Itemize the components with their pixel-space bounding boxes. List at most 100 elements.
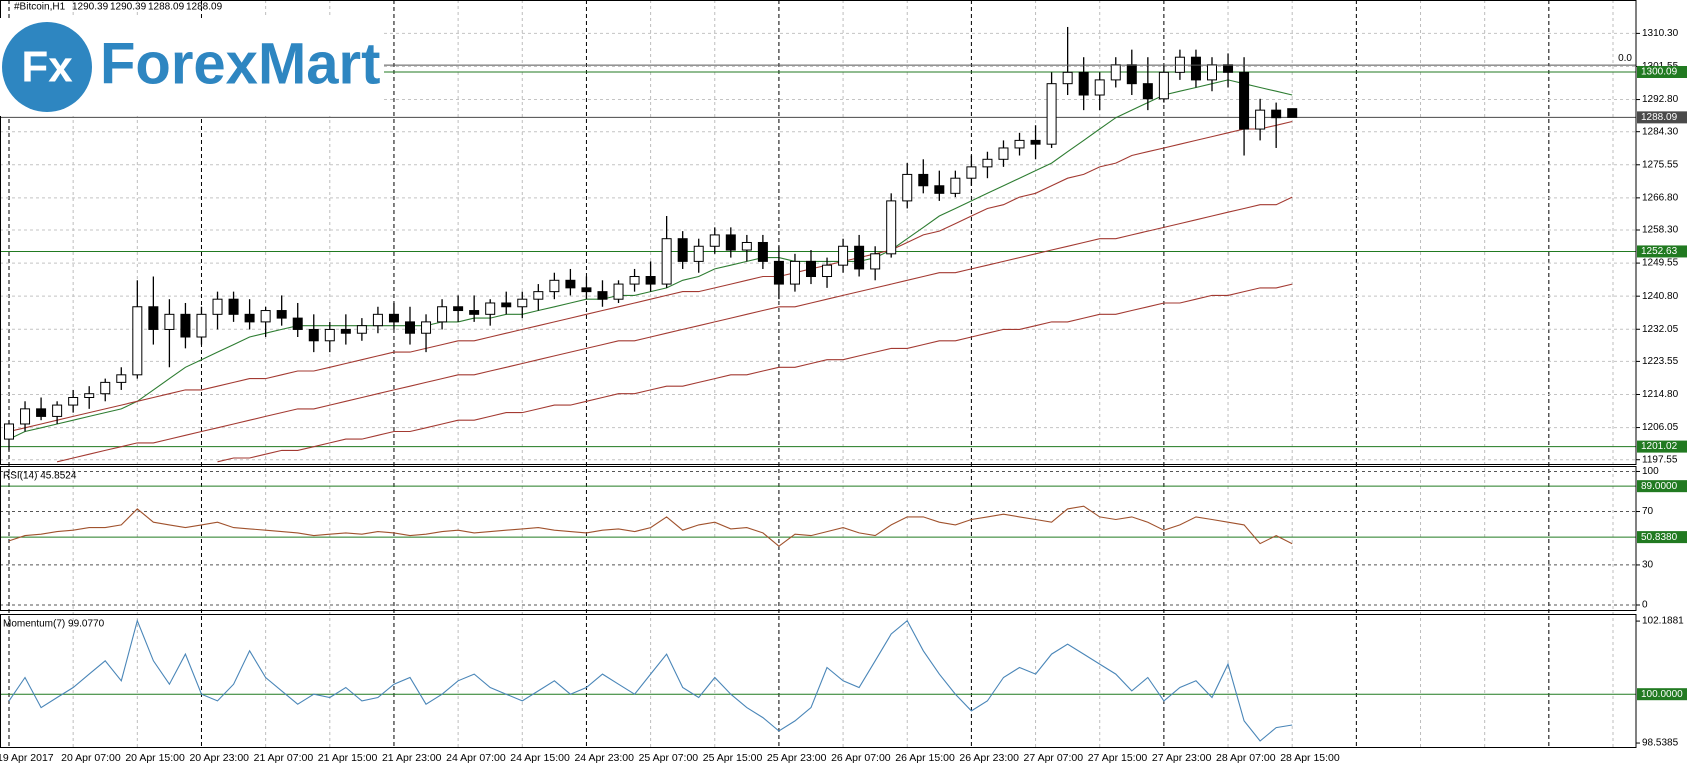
candle-body	[260, 310, 271, 323]
candle-body	[533, 291, 544, 300]
x-tick-label: 24 Apr 15:00	[510, 752, 570, 764]
indicator-title: RSI(14) 45.8524	[3, 471, 77, 482]
logo: Fx ForexMart	[0, 18, 384, 116]
candle-body	[212, 298, 223, 315]
candle-body	[4, 423, 14, 440]
candle-body	[308, 328, 319, 342]
x-tick-label: 25 Apr 07:00	[639, 752, 699, 764]
candle-body	[276, 310, 287, 319]
logo-circle	[2, 22, 92, 112]
indicator-line	[8, 505, 1293, 547]
x-tick-label: 24 Apr 07:00	[446, 752, 506, 764]
y-tick-label: 1292.80	[1642, 94, 1679, 105]
candle-body	[437, 306, 448, 323]
logo-name: ForexMart	[100, 31, 380, 96]
candle-body	[822, 264, 833, 278]
candle-body	[148, 306, 159, 330]
candle-body	[1126, 64, 1137, 85]
candle-body	[1078, 71, 1089, 96]
level-box	[1637, 480, 1687, 493]
candle-body	[517, 298, 528, 308]
level-box	[1637, 440, 1687, 453]
candle-body	[1110, 64, 1121, 81]
candle-body	[485, 302, 496, 315]
level-label: 1201.02	[1641, 441, 1678, 452]
candle-body	[1287, 108, 1298, 118]
candle-body	[405, 321, 415, 334]
x-tick-label: 25 Apr 23:00	[767, 752, 827, 764]
candle-body	[116, 374, 127, 383]
moving-average	[56, 196, 1293, 463]
candle-body	[421, 321, 432, 334]
candle-body	[629, 276, 640, 285]
logo-mark: Fx	[21, 43, 73, 92]
panel-frame	[0, 0, 1637, 465]
y-tick-label: 100	[1642, 466, 1659, 477]
candle-body	[1271, 109, 1282, 119]
candle-body	[164, 313, 175, 330]
candle-body	[645, 276, 656, 285]
candle-body	[196, 313, 207, 338]
candle-body	[20, 408, 31, 425]
candle-body	[372, 313, 383, 327]
candle-body	[725, 234, 736, 251]
candle-body	[661, 238, 672, 285]
candle-body	[52, 404, 63, 417]
candle-body	[789, 260, 800, 285]
y-tick-label: 0	[1642, 600, 1648, 611]
candle-body	[340, 328, 351, 334]
candle-body	[565, 279, 576, 289]
candle-body	[741, 241, 752, 251]
candle-body	[68, 397, 79, 406]
symbol: #Bitcoin,H1	[14, 2, 66, 13]
candle-body	[757, 241, 768, 262]
candle-body	[934, 185, 945, 194]
moving-average	[8, 120, 1293, 433]
candle-body	[838, 245, 849, 266]
y-tick-label: 30	[1642, 560, 1654, 571]
candle-body	[886, 200, 897, 255]
candle-body	[84, 393, 95, 399]
y-tick-label: 1197.55	[1642, 454, 1678, 465]
header-value: 1288.09	[148, 2, 185, 13]
candle-body	[1207, 64, 1217, 81]
candle-body	[356, 325, 367, 334]
candle-body	[773, 260, 784, 285]
candle-body	[1223, 64, 1234, 73]
x-tick-label: 20 Apr 07:00	[61, 752, 121, 764]
header-value: 1290.39	[72, 2, 109, 13]
x-tick-label: 26 Apr 15:00	[895, 752, 955, 764]
candle-body	[918, 173, 929, 187]
level-label: 89.0000	[1641, 481, 1678, 492]
x-tick-label: 24 Apr 23:00	[574, 752, 634, 764]
level-label: 100.0000	[1641, 689, 1683, 700]
annotation-label: 0.0	[1618, 53, 1632, 64]
candle-body	[998, 147, 1009, 160]
candle-body	[581, 287, 592, 293]
candle-body	[501, 302, 512, 308]
level-box	[1637, 688, 1687, 701]
candle-body	[388, 313, 399, 323]
x-tick-label: 21 Apr 07:00	[254, 752, 314, 764]
candle-body	[1046, 83, 1057, 145]
level-box	[1637, 65, 1687, 78]
x-tick-label: 20 Apr 23:00	[189, 752, 249, 764]
panel-frame	[0, 614, 1637, 748]
candle-body	[1190, 56, 1201, 81]
indicator-line	[8, 618, 1293, 742]
x-tick-label: 21 Apr 15:00	[318, 752, 378, 764]
candle-body	[1239, 71, 1250, 130]
candle-body	[228, 298, 239, 315]
panel-frame	[0, 466, 1637, 611]
candle-body	[693, 245, 704, 262]
y-tick-label: 1214.80	[1642, 389, 1679, 400]
candle-body	[180, 313, 191, 338]
candle-body	[36, 408, 47, 417]
candle-body	[902, 173, 913, 202]
y-tick-label: 70	[1642, 506, 1654, 517]
candle-body	[982, 158, 993, 168]
y-tick-label: 1240.80	[1642, 291, 1679, 302]
y-tick-label: 1249.55	[1642, 258, 1679, 269]
x-tick-label: 28 Apr 15:00	[1280, 752, 1340, 764]
